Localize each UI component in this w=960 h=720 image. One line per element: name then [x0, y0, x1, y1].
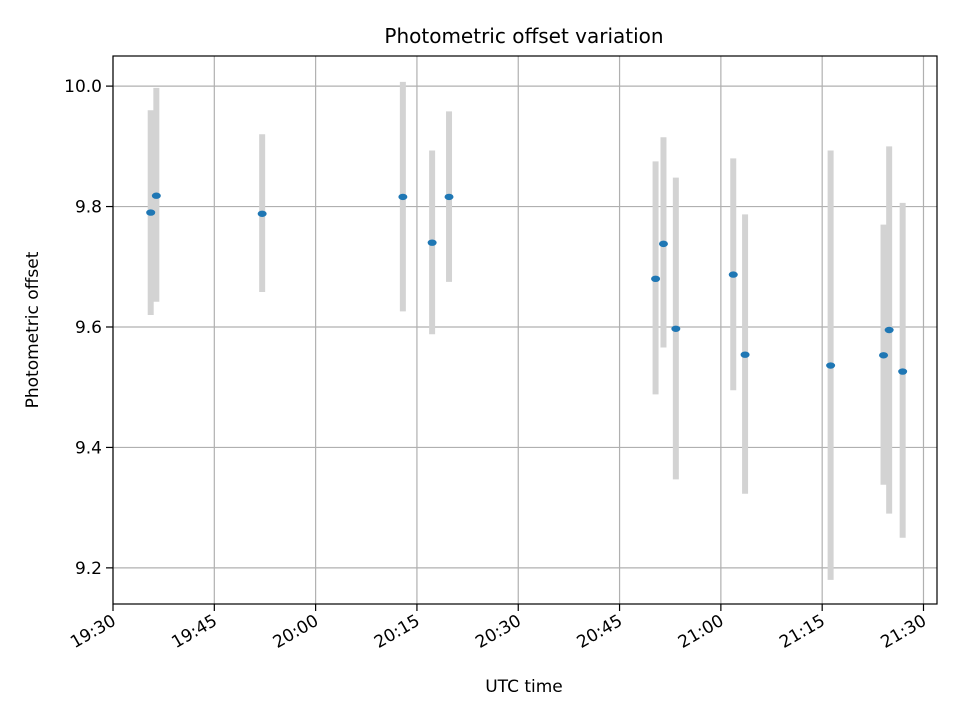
data-point	[898, 368, 908, 375]
error-bars	[147, 81, 906, 580]
y-tick-label: 10.0	[64, 77, 102, 97]
data-point	[427, 239, 437, 246]
data-point	[826, 362, 836, 369]
x-tick-label: 21:00	[675, 611, 727, 653]
y-tick-label: 9.4	[75, 438, 102, 458]
x-axis-title: UTC time	[485, 677, 563, 697]
data-point	[398, 193, 408, 201]
data-point	[257, 210, 267, 217]
data-point	[151, 192, 161, 199]
data-point	[740, 351, 750, 358]
data-point	[671, 325, 681, 332]
x-tick-label: 21:30	[878, 611, 930, 653]
y-tick-label: 9.8	[75, 198, 102, 218]
x-tick-label: 20:45	[574, 611, 626, 653]
x-tick-label: 19:30	[67, 611, 119, 653]
grid	[112, 56, 937, 604]
y-axis-title: Photometric offset	[23, 251, 43, 408]
x-axis: 19:30 19:45 20:00 20:15 20:30 20:45 21:00 21:15…	[67, 604, 930, 653]
data-point	[444, 193, 454, 201]
y-axis: 9.2 9.4 9.6 9.8 10.0	[64, 77, 113, 579]
data-point	[728, 271, 738, 278]
data-point	[651, 275, 661, 283]
y-tick-label: 9.6	[75, 318, 102, 338]
data-point	[879, 352, 889, 359]
data-point	[658, 240, 668, 248]
plot-frame	[112, 55, 938, 605]
x-tick-label: 20:15	[371, 611, 423, 653]
x-tick-label: 20:00	[270, 611, 322, 653]
data-points	[146, 192, 908, 375]
x-tick-label: 21:15	[776, 611, 828, 653]
data-point	[146, 209, 156, 216]
data-point	[884, 326, 894, 334]
chart-title: Photometric offset variation	[384, 24, 663, 48]
x-tick-label: 19:45	[168, 611, 220, 653]
x-tick-label: 20:30	[472, 611, 524, 653]
y-tick-label: 9.2	[75, 559, 102, 579]
